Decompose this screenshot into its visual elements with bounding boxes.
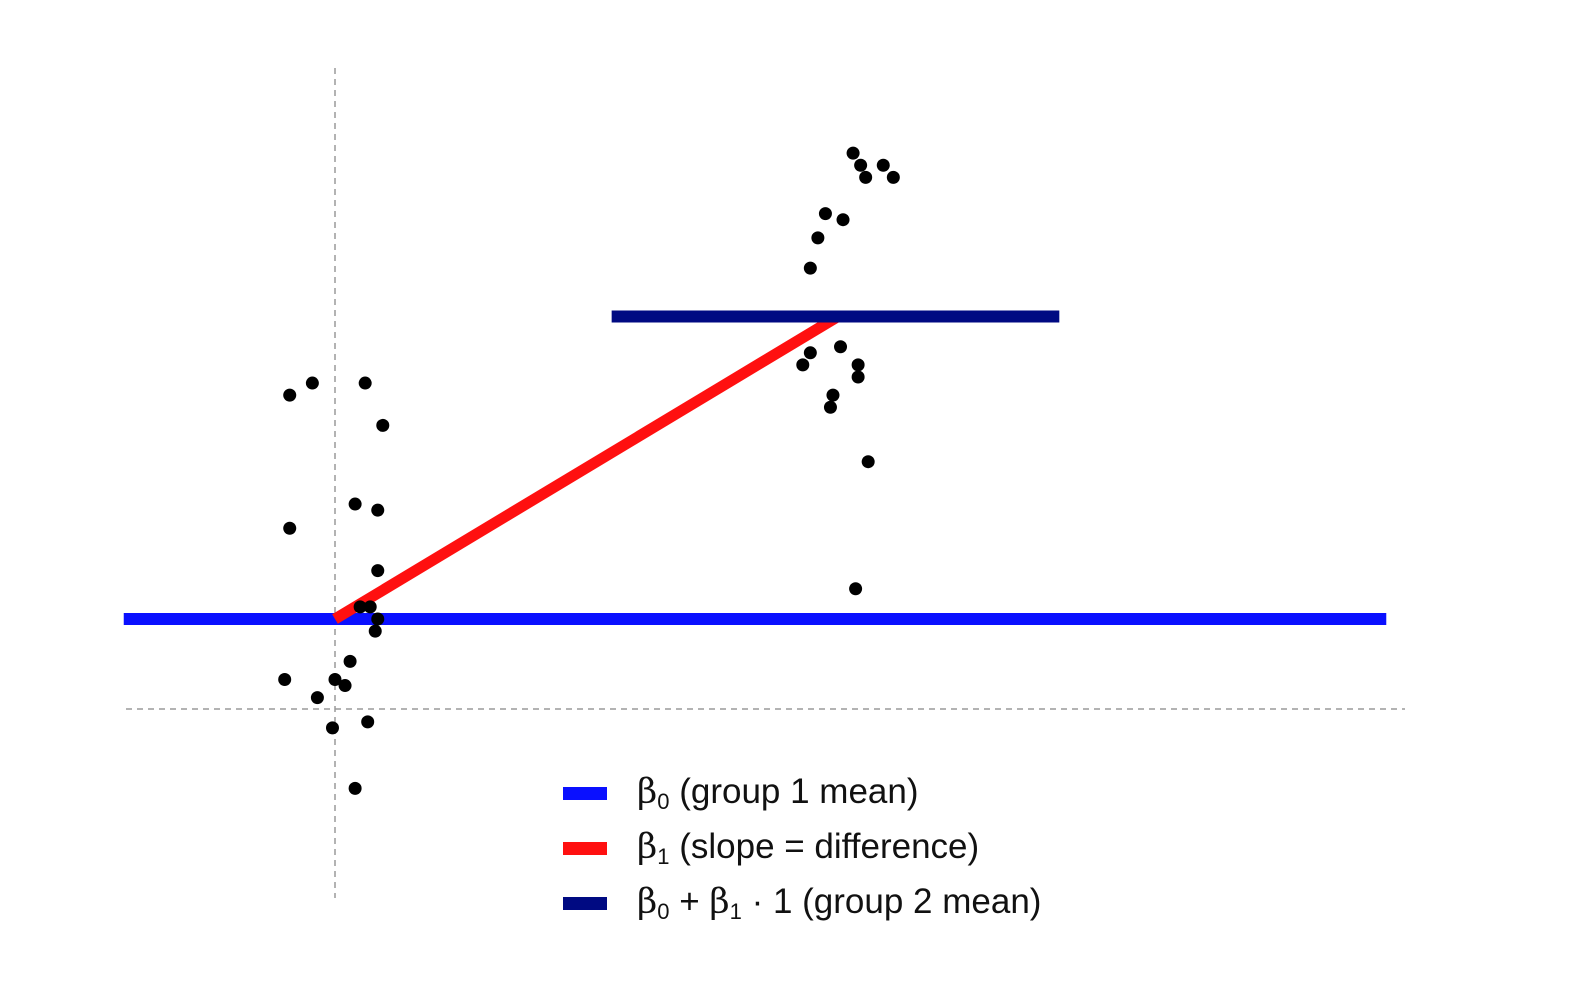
data-point-group-1-5: [348, 497, 362, 511]
data-point-group-1-4: [283, 521, 297, 535]
legend-label-beta0: β0 (group 1 mean): [637, 772, 919, 814]
data-point-group-2-17: [849, 582, 863, 596]
legend-swatch-beta1: [563, 842, 607, 855]
data-point-group-2-13: [851, 370, 865, 384]
data-point-group-1-6: [371, 503, 385, 517]
legend-item-group2-mean: β0 + β1 · 1 (group 2 mean): [563, 876, 1041, 931]
data-point-group-1-19: [348, 781, 362, 795]
data-point-group-2-2: [859, 170, 873, 184]
data-point-group-2-8: [803, 261, 817, 275]
data-point-group-1-7: [371, 564, 385, 578]
data-point-group-2-10: [803, 346, 817, 360]
data-point-group-2-3: [876, 158, 890, 172]
data-point-group-2-7: [811, 231, 825, 245]
data-point-group-1-17: [361, 715, 375, 729]
data-point-group-1-2: [358, 376, 372, 390]
data-point-group-1-11: [368, 624, 382, 638]
data-point-group-1-3: [376, 418, 390, 432]
legend-item-beta1: β1 (slope = difference): [563, 821, 1041, 876]
legend-item-beta0: β0 (group 1 mean): [563, 766, 1041, 821]
data-point-group-1-12: [343, 654, 357, 668]
data-point-group-2-14: [826, 388, 840, 402]
data-point-group-2-5: [818, 207, 832, 221]
data-point-group-2-1: [854, 158, 868, 172]
data-point-group-1-18: [325, 721, 339, 735]
data-point-group-2-12: [851, 358, 865, 372]
line-beta1: [332, 311, 841, 624]
data-point-group-1-8: [353, 600, 367, 614]
legend-swatch-group2-mean: [563, 897, 607, 910]
data-point-group-1-15: [338, 679, 352, 693]
legend-swatch-beta0: [563, 787, 607, 800]
data-point-group-1-0: [283, 388, 297, 402]
legend-label-beta1: β1 (slope = difference): [637, 827, 980, 869]
data-point-group-1-10: [371, 612, 385, 626]
legend-label-group2-mean: β0 + β1 · 1 (group 2 mean): [637, 882, 1042, 924]
data-point-group-2-9: [796, 358, 810, 372]
data-point-group-2-4: [886, 170, 900, 184]
data-point-group-1-1: [305, 376, 319, 390]
legend: β0 (group 1 mean) β1 (slope = difference…: [563, 766, 1041, 931]
data-point-group-2-11: [834, 340, 848, 354]
data-point-group-2-0: [846, 146, 860, 160]
data-point-group-2-6: [836, 213, 850, 227]
data-point-group-1-14: [328, 673, 342, 686]
data-point-group-2-16: [861, 455, 875, 469]
data-point-group-1-13: [278, 673, 292, 686]
data-point-group-1-9: [363, 600, 377, 614]
data-point-group-2-15: [823, 400, 837, 414]
data-point-group-1-16: [310, 691, 324, 705]
